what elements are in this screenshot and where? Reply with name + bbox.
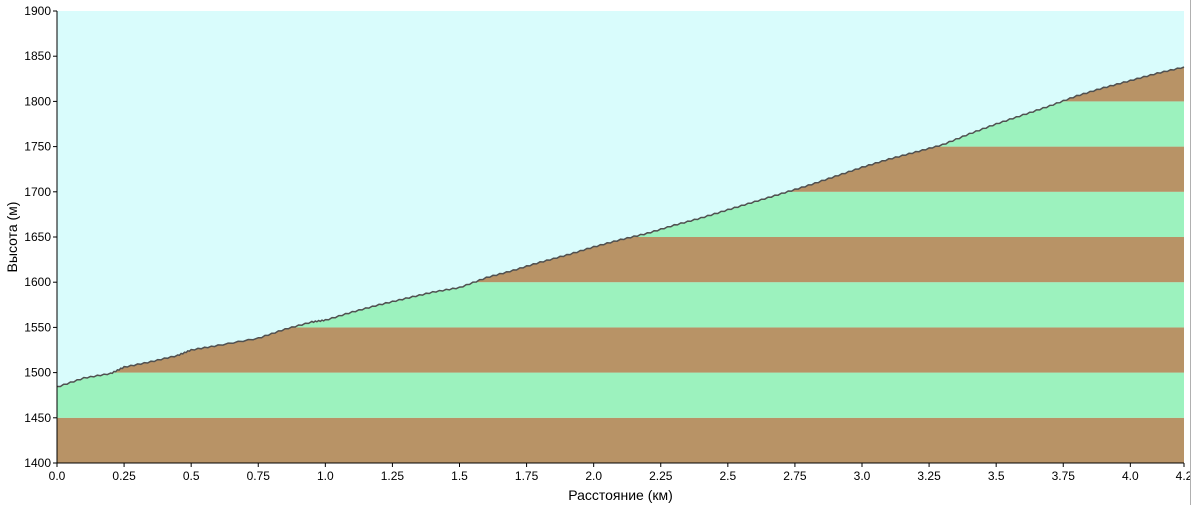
elevation-band [57, 417, 1184, 463]
y-tick-label: 1400 [24, 456, 51, 470]
x-tick-label: 1.5 [451, 469, 468, 483]
x-tick-label: 2.5 [719, 469, 736, 483]
elevation-band [57, 372, 1184, 418]
x-tick-label: 0.75 [247, 469, 271, 483]
y-axis-title: Высота (м) [4, 202, 20, 273]
x-tick-label: 2.0 [585, 469, 602, 483]
x-tick-label: 3.0 [854, 469, 871, 483]
y-tick-label: 1800 [24, 94, 51, 108]
x-tick-label: 1.0 [317, 469, 334, 483]
y-tick-label: 1750 [24, 140, 51, 154]
elevation-profile-line [57, 66, 1185, 388]
x-axis-ticks: 0.0 0.25 0.5 0.75 1.0 1.25 1.5 1.75 2.0 2.25 2.5 2.… [49, 463, 1193, 483]
window-right-edge [1190, 0, 1198, 505]
y-axis-ticks: 1400 1450 1500 1550 1600 1650 1700 1750 1800 1850… [24, 4, 57, 470]
y-tick-label: 1700 [24, 185, 51, 199]
y-tick-label: 1500 [24, 366, 51, 380]
y-tick-label: 1650 [24, 230, 51, 244]
x-tick-label: 4.0 [1122, 469, 1139, 483]
x-tick-label: 0.25 [112, 469, 136, 483]
x-tick-label: 3.75 [1052, 469, 1076, 483]
x-tick-label: 1.75 [515, 469, 539, 483]
y-tick-label: 1550 [24, 320, 51, 334]
x-tick-label: 1.25 [381, 469, 405, 483]
x-tick-label: 0.5 [183, 469, 200, 483]
y-tick-label: 1600 [24, 275, 51, 289]
x-tick-label: 2.75 [783, 469, 807, 483]
x-axis-title: Расстояние (км) [568, 487, 673, 503]
x-tick-label: 0.0 [49, 469, 66, 483]
y-tick-label: 1450 [24, 411, 51, 425]
x-tick-label: 3.25 [917, 469, 941, 483]
x-tick-label: 2.25 [649, 469, 673, 483]
x-tick-label: 3.5 [988, 469, 1005, 483]
y-tick-label: 1900 [24, 4, 51, 18]
x-tick-label: 4.2 [1176, 469, 1193, 483]
y-tick-label: 1850 [24, 49, 51, 63]
